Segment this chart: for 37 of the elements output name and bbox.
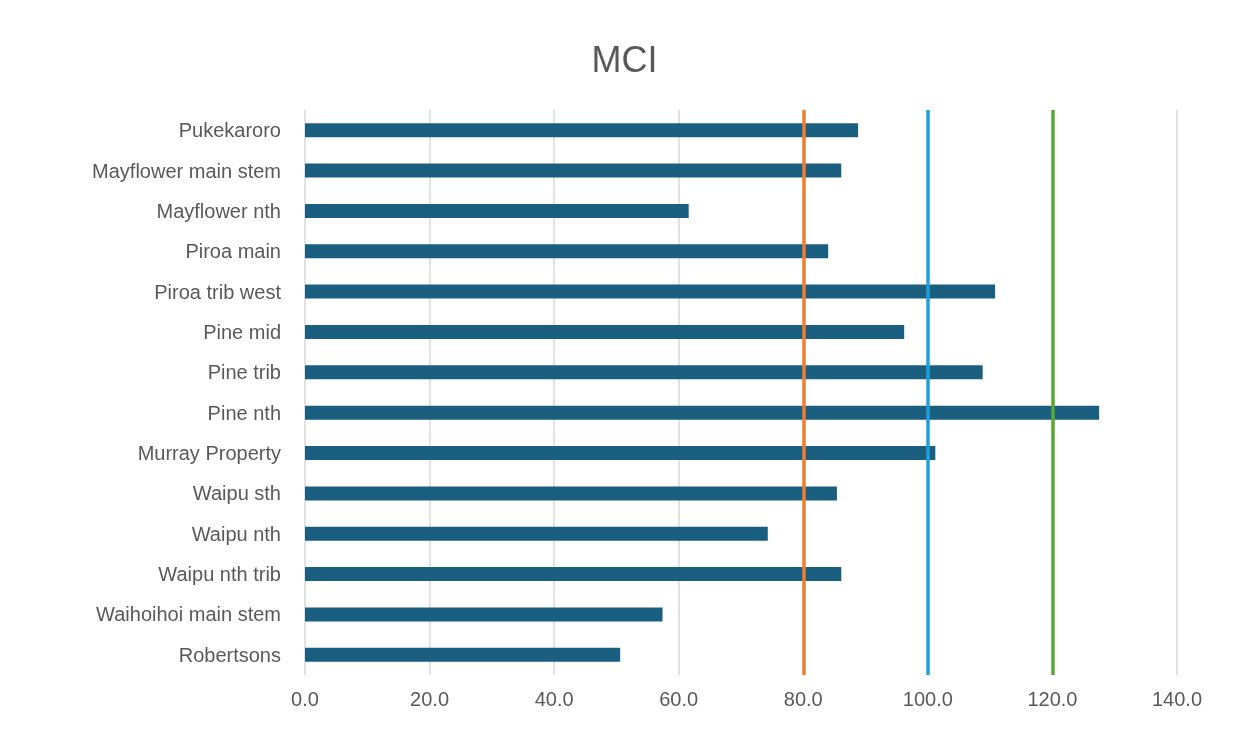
y-tick-label: Piroa main (185, 240, 281, 263)
chart-title: MCI (591, 38, 658, 80)
x-tick-label: 60.0 (659, 688, 699, 710)
y-tick-label: Piroa trib west (154, 280, 282, 303)
bar (305, 607, 663, 622)
x-tick-label: 80.0 (783, 688, 823, 710)
bar (305, 365, 983, 380)
y-tick-label: Pine trib (207, 361, 281, 384)
x-tick-label: 120.0 (1027, 688, 1078, 710)
y-tick-label: Waihoihoi main stem (96, 603, 281, 626)
bar (305, 324, 905, 339)
y-tick-label: Mayflower nth (156, 199, 281, 222)
x-tick-label: 140.0 (1151, 688, 1203, 710)
x-tick-label: 100.0 (902, 688, 953, 710)
y-tick-label: Pine nth (207, 401, 281, 424)
bar (305, 526, 768, 541)
y-tick-label: Pukekaroro (178, 119, 281, 142)
y-tick-label: Waipu nth trib (158, 563, 281, 586)
y-tick-label: Pine mid (203, 320, 281, 343)
y-tick-label: Waipu sth (192, 482, 281, 505)
bar (305, 486, 837, 501)
bar (305, 123, 859, 138)
bar (305, 567, 842, 582)
bar (305, 405, 1100, 420)
bar (305, 284, 996, 299)
y-tick-label: Mayflower main stem (92, 159, 281, 182)
y-tick-label: Waipu nth (191, 522, 281, 545)
x-tick-label: 40.0 (534, 688, 574, 710)
bar (305, 203, 689, 218)
y-tick-label: Murray Property (137, 442, 281, 465)
bar (305, 647, 621, 662)
y-tick-label: Robertsons (178, 643, 281, 666)
x-tick-label: 0.0 (291, 688, 319, 710)
bar (305, 163, 842, 178)
bar (305, 244, 829, 259)
x-tick-label: 20.0 (410, 688, 450, 710)
bar (305, 446, 936, 461)
